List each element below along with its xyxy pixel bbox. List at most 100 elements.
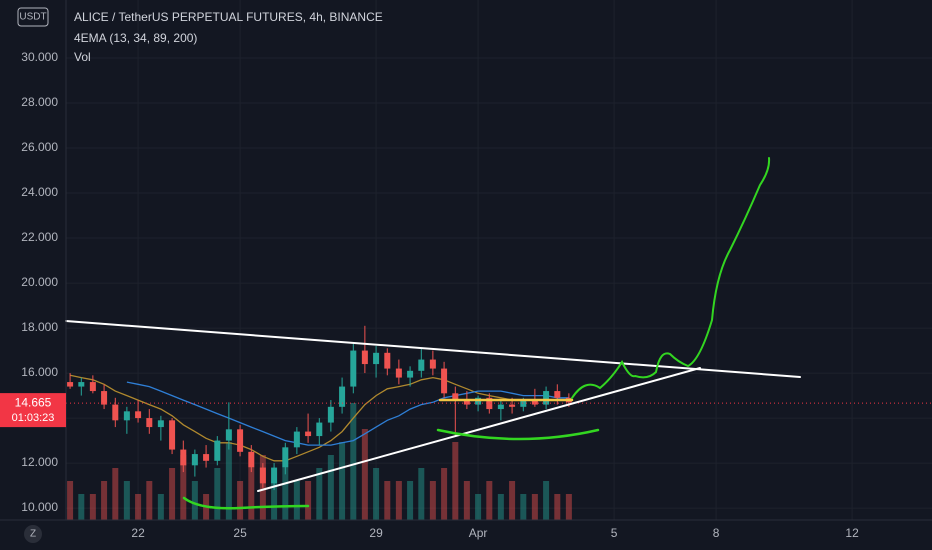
x-tick-label: Apr [469,526,488,540]
volume-bar [78,494,85,520]
candle-body [78,382,85,387]
y-tick-label: 28.000 [21,95,58,109]
volume-bar [316,468,323,520]
currency-box[interactable] [17,7,49,27]
candle-body [101,391,108,405]
candle-body [112,404,119,421]
price-label: 14.665 [15,395,52,409]
volume-bar [407,481,414,520]
y-tick-label: 22.000 [21,230,58,244]
volume-bar [565,494,572,520]
volume-bar [305,481,312,520]
candle-body [497,404,504,410]
candle-body [180,449,187,466]
x-tick-label: 5 [611,526,618,540]
volume-bar [486,481,493,520]
price-label-box [0,393,66,428]
candle-body [429,359,436,369]
volume-label: Vol [74,50,91,64]
candle-body [248,451,255,468]
x-tick-label: 12 [845,526,859,540]
candle-body [157,420,164,428]
x-tick-label: 29 [369,526,383,540]
green-curve [436,428,600,441]
resistance-line [65,320,801,378]
volume-bar [395,481,402,520]
volume-bar [509,481,516,520]
volume-bar [101,481,108,520]
volume-bar [373,468,380,520]
volume-bar [282,468,289,520]
candle-body [89,382,96,392]
candle-body [214,440,221,461]
candle-body [520,400,527,407]
y-tick-label: 12.000 [21,455,58,469]
volume-bar [327,455,334,520]
candle-body [407,370,414,378]
candle-body [225,429,232,441]
x-tick-label: 25 [233,526,247,540]
y-tick-label: 24.000 [21,185,58,199]
volume-bar [554,494,561,520]
volume-bar [418,468,425,520]
candle-body [293,431,300,448]
volume-bar [180,455,187,520]
volume-bar [112,468,119,520]
volume-bar [214,468,221,520]
candle-body [395,368,402,378]
y-tick-label: 30.000 [21,50,58,64]
volume-bar [497,494,504,520]
ema-line [69,374,569,462]
volume-bar [520,494,527,520]
candle-body [373,352,380,365]
volume-bar [67,481,74,520]
candle-body [282,447,289,468]
candle-body [203,454,210,461]
candle-body [452,393,459,401]
indicator-label: 4EMA (13, 34, 89, 200) [74,31,197,45]
candle-body [486,397,493,410]
drawings [65,157,801,510]
volume-bar [225,442,232,520]
green-curve [182,496,310,510]
volume-bar [350,403,357,520]
candle-body [418,359,425,371]
candle-body [327,406,334,423]
candle-body [67,382,74,387]
volume-bar [384,481,391,520]
volume-bar [361,429,368,520]
projection-path [571,157,771,399]
candle-body [441,368,448,394]
chart-title: ALICE / TetherUS PERPETUAL FUTURES, 4h, … [74,10,383,24]
currency: USDT [19,12,46,23]
candle-body [531,400,538,405]
timezone-button[interactable] [24,525,42,543]
candle-body [463,400,470,405]
y-tick-label: 26.000 [21,140,58,154]
candle-body [271,467,278,484]
candle-body [259,467,266,484]
volume-bar [475,494,482,520]
candle-body [135,411,142,419]
candle-body [237,429,244,452]
ema-line [126,381,569,446]
volume-bar [237,481,244,520]
x-tick-label: 8 [713,526,720,540]
volume-bar [452,442,459,520]
volume-bar [429,481,436,520]
y-tick-label: 10.000 [21,500,58,514]
candle-body [146,418,153,428]
candle-body [339,386,346,407]
plot-area [66,0,932,520]
volume-bar [169,468,176,520]
volume-bar [123,481,130,520]
candle-body [350,350,357,387]
y-tick-label: 18.000 [21,320,58,334]
volume-bar [293,481,300,520]
candle-body [554,391,561,398]
volume-bar [89,494,96,520]
x-tick-label: 22 [131,526,145,540]
candle-body [191,454,198,466]
